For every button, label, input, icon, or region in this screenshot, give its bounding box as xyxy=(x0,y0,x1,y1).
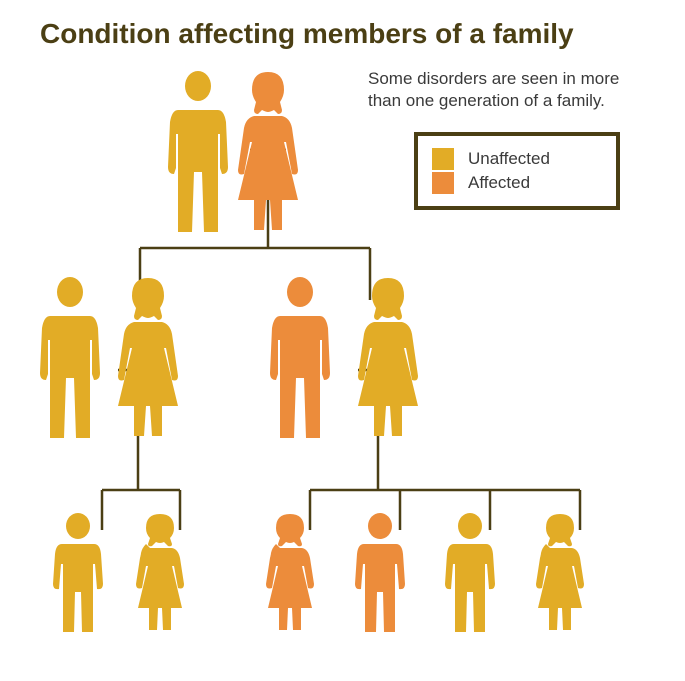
connector-line xyxy=(310,370,580,530)
family-tree-diagram xyxy=(0,0,685,681)
person-woman-icon xyxy=(118,278,178,436)
person-woman-icon xyxy=(358,278,418,436)
person-boy-icon xyxy=(355,513,405,632)
person-girl-icon xyxy=(136,514,184,630)
person-man-icon xyxy=(270,277,330,438)
tree-people xyxy=(40,71,584,632)
person-girl-icon xyxy=(266,514,314,630)
person-girl-icon xyxy=(536,514,584,630)
person-boy-icon xyxy=(53,513,103,632)
tree-connectors xyxy=(102,150,580,530)
person-boy-icon xyxy=(445,513,495,632)
person-man-icon xyxy=(168,71,228,232)
person-man-icon xyxy=(40,277,100,438)
